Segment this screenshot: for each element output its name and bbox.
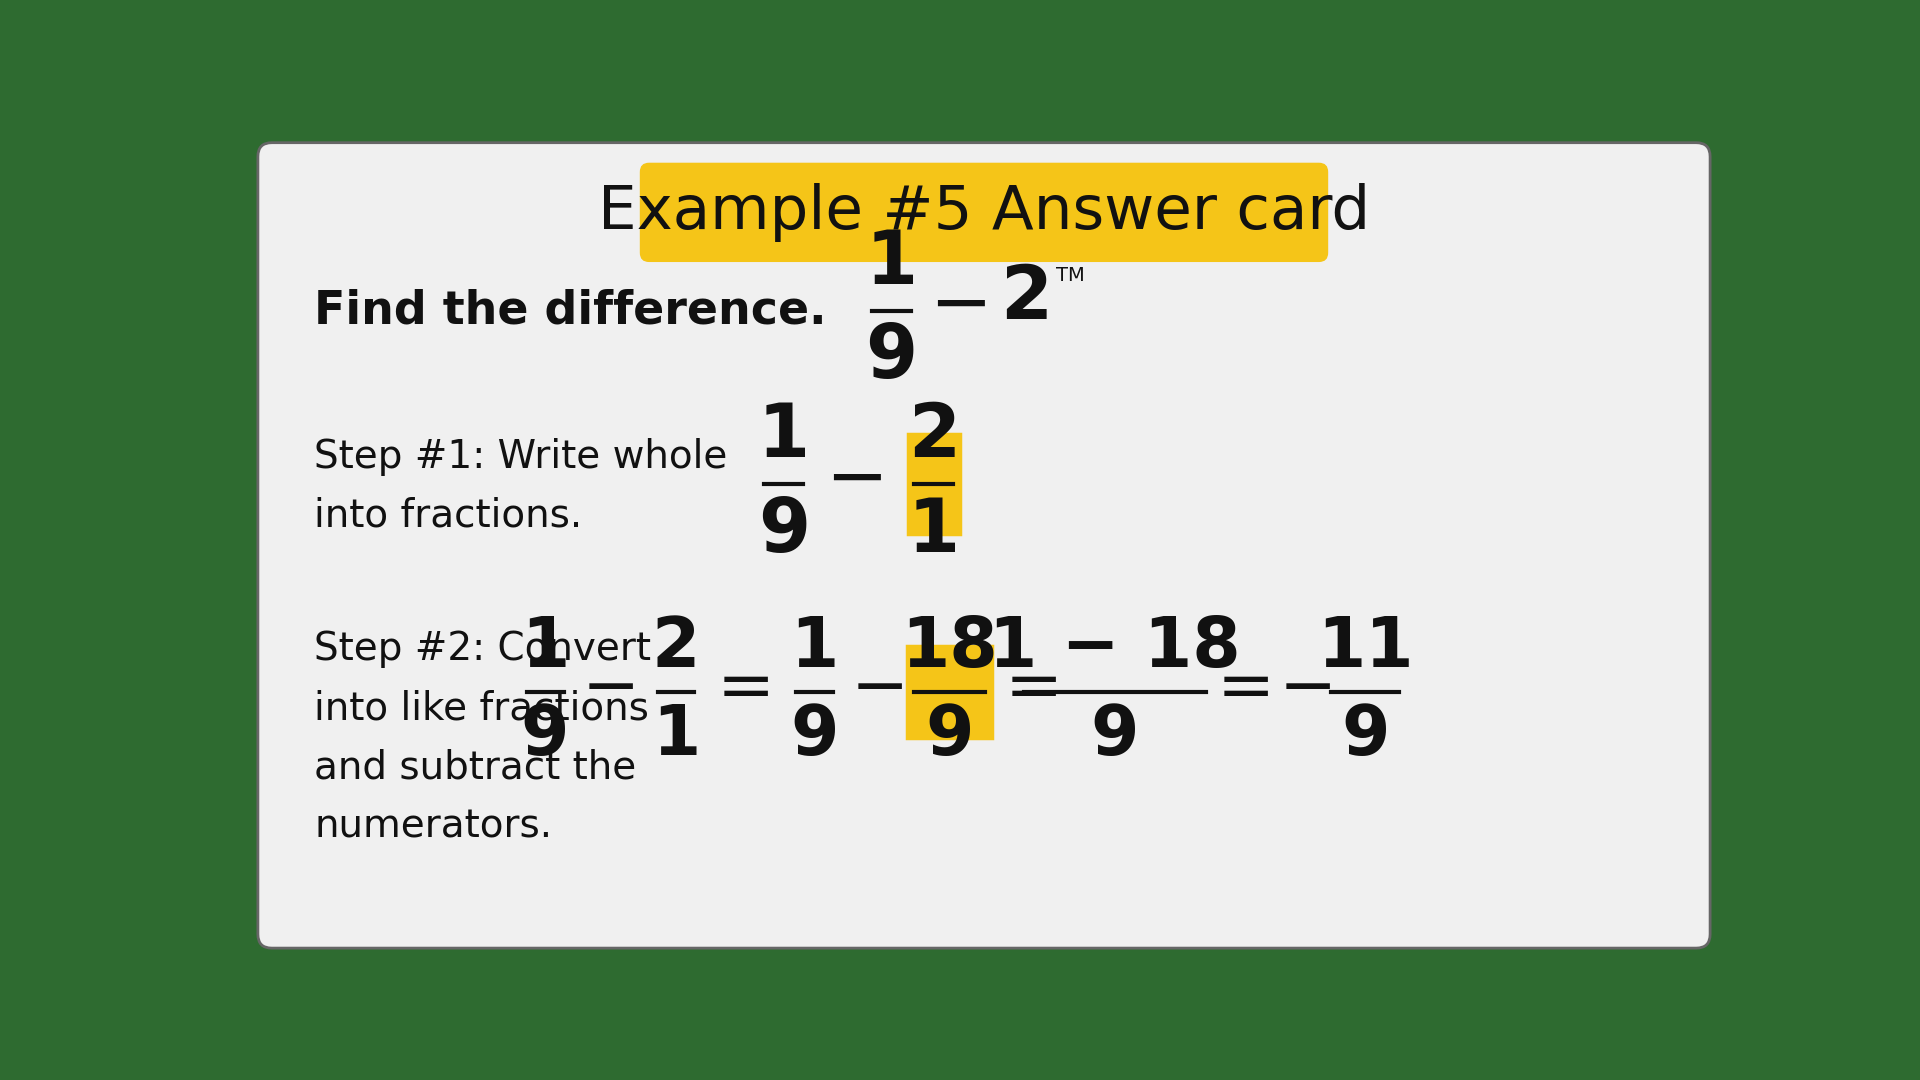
- Text: Example #5 Answer card: Example #5 Answer card: [597, 183, 1371, 242]
- Text: 1 − 18: 1 − 18: [989, 613, 1240, 680]
- Text: 1: 1: [653, 702, 701, 769]
- Text: TM: TM: [1056, 266, 1085, 285]
- Text: 9: 9: [1340, 702, 1390, 769]
- Text: 9: 9: [925, 702, 973, 769]
- Text: 9: 9: [866, 322, 918, 394]
- Text: 1: 1: [758, 400, 810, 473]
- FancyBboxPatch shape: [908, 434, 960, 534]
- FancyBboxPatch shape: [906, 646, 993, 738]
- Text: Step #1: Write whole
into fractions.: Step #1: Write whole into fractions.: [315, 437, 728, 535]
- Text: 9: 9: [758, 495, 810, 568]
- Text: 9: 9: [791, 702, 839, 769]
- Text: 2: 2: [908, 400, 960, 473]
- Text: 1: 1: [866, 227, 918, 300]
- Text: 1: 1: [520, 613, 568, 680]
- Text: −: −: [582, 656, 639, 723]
- Text: −: −: [851, 656, 910, 723]
- Text: =: =: [1217, 656, 1275, 723]
- Text: 1: 1: [908, 495, 960, 568]
- FancyBboxPatch shape: [257, 143, 1711, 948]
- Text: 2: 2: [1000, 261, 1052, 335]
- Text: −: −: [826, 444, 889, 516]
- FancyBboxPatch shape: [639, 163, 1329, 262]
- Text: −: −: [1279, 656, 1336, 723]
- Text: 2: 2: [651, 613, 701, 680]
- Text: =: =: [716, 656, 774, 723]
- Text: 9: 9: [520, 702, 570, 769]
- Text: 11: 11: [1317, 613, 1413, 680]
- Text: Step #2: Convert
into like fractions
and subtract the
numerators.: Step #2: Convert into like fractions and…: [315, 630, 651, 845]
- Text: 1: 1: [791, 613, 839, 680]
- Text: −: −: [929, 270, 993, 343]
- Text: Find the difference.: Find the difference.: [315, 288, 828, 333]
- Text: 9: 9: [1091, 702, 1139, 769]
- Text: 18: 18: [900, 613, 998, 680]
- Text: =: =: [1004, 656, 1064, 723]
